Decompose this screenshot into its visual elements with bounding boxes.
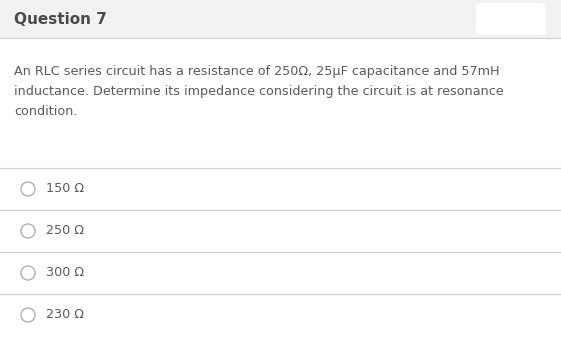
Text: An RLC series circuit has a resistance of 250Ω, 25μF capacitance and 57mH: An RLC series circuit has a resistance o… xyxy=(14,65,500,78)
Text: 250 Ω: 250 Ω xyxy=(46,225,84,237)
Bar xyxy=(0,0,561,38)
Text: condition.: condition. xyxy=(14,105,77,118)
FancyBboxPatch shape xyxy=(476,3,546,35)
Text: Question 7: Question 7 xyxy=(14,11,107,27)
Text: 150 Ω: 150 Ω xyxy=(46,182,84,195)
Text: 230 Ω: 230 Ω xyxy=(46,309,84,321)
Text: inductance. Determine its impedance considering the circuit is at resonance: inductance. Determine its impedance cons… xyxy=(14,85,504,98)
Text: 300 Ω: 300 Ω xyxy=(46,266,84,280)
